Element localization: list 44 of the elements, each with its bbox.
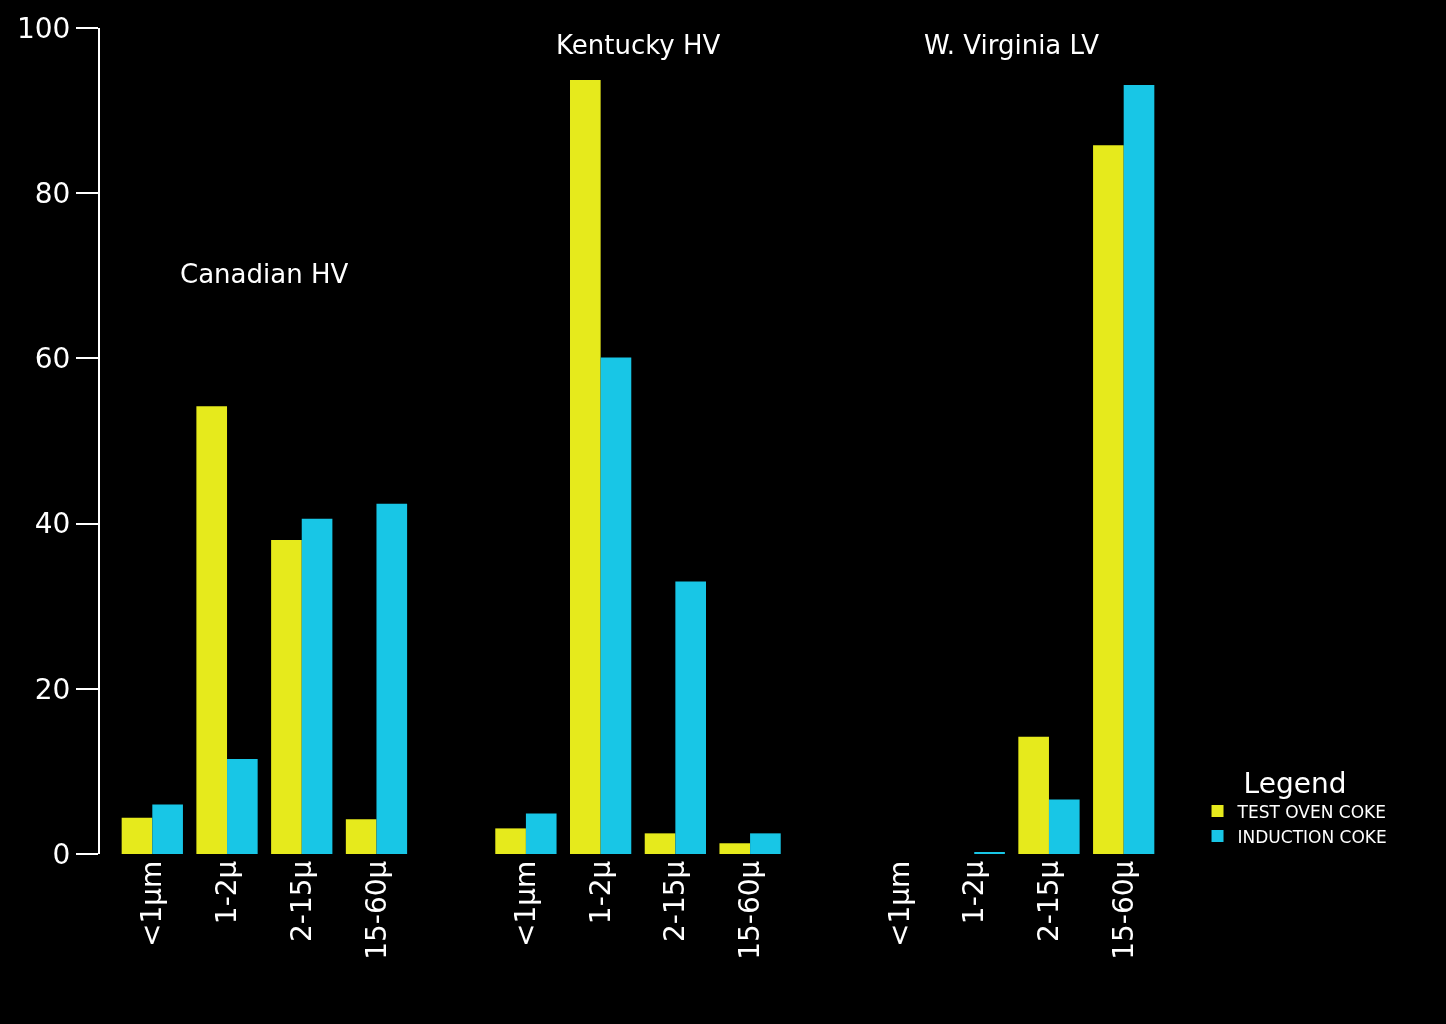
y-tick-label: 80 — [34, 177, 71, 210]
x-tick-label: 2-15µ — [658, 860, 692, 942]
y-tick-label: 60 — [34, 342, 71, 376]
y-tick-label: 20 — [34, 672, 71, 706]
y-tick-label: 0 — [52, 837, 71, 871]
bar — [196, 406, 228, 854]
x-tick-label: 15-60µ — [733, 860, 767, 960]
bar — [345, 819, 377, 854]
bar — [152, 804, 183, 854]
bar — [1048, 799, 1080, 854]
x-tick-label: <1µm — [135, 860, 169, 947]
bar — [301, 518, 333, 854]
x-tick-label: 2-15µ — [284, 860, 318, 942]
legend-title: Legend — [1243, 767, 1347, 801]
x-tick-label: 15-60µ — [359, 860, 393, 960]
bar — [376, 503, 408, 854]
bar — [644, 833, 676, 854]
x-tick-label: 1-2µ — [583, 860, 617, 925]
bar — [495, 828, 526, 854]
x-tick-label: 1-2µ — [210, 860, 244, 925]
x-tick-label: <1µm — [509, 860, 543, 947]
x-tick-label: 15-60µ — [1106, 860, 1140, 960]
bar — [1018, 736, 1049, 854]
bar — [675, 581, 706, 854]
y-tick-label: 100 — [16, 11, 71, 45]
bar — [750, 833, 781, 854]
bar — [600, 357, 632, 854]
bar — [1093, 145, 1124, 854]
x-tick-label: 1-2µ — [957, 860, 991, 925]
bar — [227, 759, 258, 854]
y-tick-label: 40 — [34, 507, 71, 541]
bar — [525, 813, 557, 854]
legend-label: TEST OVEN COKE — [1236, 801, 1386, 822]
annotation: Canadian HV — [180, 259, 349, 289]
x-tick-label: <1µm — [882, 860, 916, 947]
x-tick-label: 2-15µ — [1032, 860, 1066, 942]
bar — [1123, 84, 1155, 854]
annotation: W. Virginia LV — [924, 30, 1100, 60]
bar — [570, 80, 601, 854]
bar — [271, 540, 302, 854]
bar — [121, 817, 153, 854]
legend-label: INDUCTION COKE — [1237, 826, 1387, 847]
annotation: Kentucky HV — [556, 30, 721, 60]
bar — [719, 843, 751, 854]
